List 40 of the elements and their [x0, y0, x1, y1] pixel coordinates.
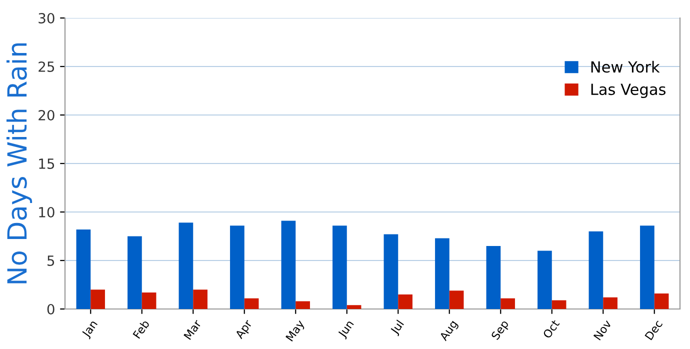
y-tick-label: 5: [48, 256, 54, 266]
bar: [654, 293, 669, 309]
x-tick-label: Feb: [132, 319, 150, 339]
x-tick-label: Oct: [542, 319, 560, 339]
bar: [500, 298, 515, 309]
bar: [142, 292, 156, 309]
legend-label: New York: [591, 60, 660, 73]
bar: [449, 290, 464, 309]
bar: [384, 234, 398, 309]
bar: [296, 301, 310, 309]
bar: [435, 238, 450, 309]
x-tick-label: Jul: [390, 320, 406, 336]
bar: [486, 246, 501, 309]
bar: [603, 297, 618, 309]
y-tick-label: 20: [38, 110, 54, 120]
bar: [398, 294, 412, 309]
x-tick-label: Sep: [490, 319, 511, 342]
legend-label: Las Vegas: [591, 84, 666, 98]
bar: [193, 290, 208, 309]
bar: [538, 250, 552, 309]
bar: [90, 290, 105, 309]
bar: [76, 229, 91, 309]
y-tick-label: 0: [47, 304, 54, 314]
bar: [640, 226, 654, 309]
bar: [332, 226, 347, 309]
bar: [244, 298, 259, 309]
y-tick-label: 25: [38, 61, 54, 72]
y-tick-label: 30: [38, 12, 54, 24]
bar: [128, 236, 142, 309]
y-tick-label: 10: [39, 206, 54, 218]
bar: [588, 231, 604, 309]
bar: [230, 226, 244, 309]
bar: [281, 220, 296, 309]
x-tick-label: Jan: [81, 320, 100, 340]
y-tick-label: 15: [39, 158, 54, 169]
bar: [178, 222, 194, 309]
bar: [346, 305, 362, 309]
bar: [552, 300, 566, 309]
x-tick-label: Jun: [337, 320, 356, 340]
y-axis-title: No Days With Rain: [6, 43, 32, 284]
